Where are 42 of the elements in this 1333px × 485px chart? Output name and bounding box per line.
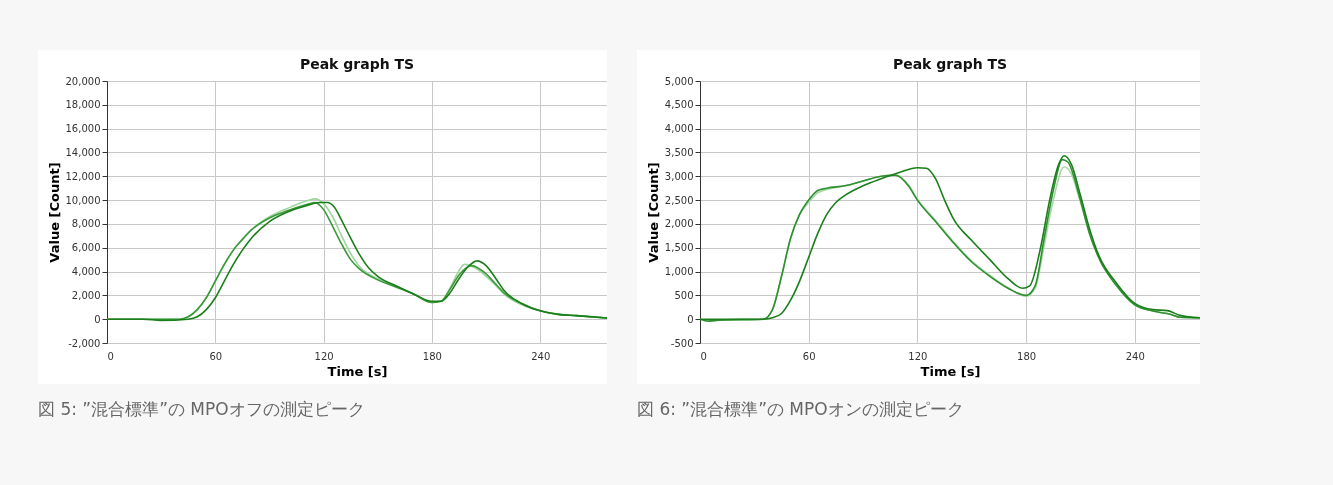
x-tick-label: 240 [1125,350,1145,362]
y-tick-label: 1,500 [664,242,694,254]
y-tick-label: 16,000 [65,123,101,135]
x-tick-label: 180 [1017,350,1037,362]
caption: 図 6: ”混合標準”の MPOオンの測定ピーク [637,398,965,421]
x-axis-title: Time [s] [327,363,388,379]
y-tick-label: 0 [94,313,101,325]
y-tick-label: 3,500 [664,146,694,158]
y-tick-label: 2,000 [664,218,694,230]
y-tick-label: 14,000 [65,146,101,158]
chart-title: Peak graph TS [892,56,1008,72]
y-tick-label: -2,000 [68,337,101,349]
x-tick-label: 0 [700,350,707,362]
x-tick-label: 60 [802,350,816,362]
y-tick-label: 0 [687,313,694,325]
y-tick-label: 8,000 [71,218,101,230]
y-tick-label: 6,000 [71,242,101,254]
y-tick-label: 10,000 [65,194,101,206]
y-axis-title: Value [Count] [46,162,62,263]
y-tick-label: 18,000 [65,99,101,111]
x-tick-label: 240 [531,350,551,362]
chart-title: Peak graph TS [299,56,415,72]
x-tick-label: 180 [422,350,442,362]
y-tick-label: 12,000 [65,170,101,182]
y-tick-label: 500 [674,289,694,301]
x-tick-label: 120 [314,350,334,362]
y-tick-label: 2,000 [71,289,101,301]
y-tick-label: 5,000 [664,75,694,87]
y-axis-title: Value [Count] [645,162,661,263]
y-tick-label: 4,500 [664,99,694,111]
y-tick-label: -500 [670,337,694,349]
y-tick-label: 3,000 [664,170,694,182]
y-tick-label: 2,500 [664,194,694,206]
x-tick-label: 0 [107,350,114,362]
caption: 図 5: ”混合標準”の MPOオフの測定ピーク [38,398,366,421]
y-tick-label: 1,000 [664,266,694,278]
y-tick-label: 4,000 [71,266,101,278]
y-tick-label: 4,000 [664,123,694,135]
x-tick-label: 120 [908,350,928,362]
y-tick-label: 20,000 [65,75,101,87]
x-axis-title: Time [s] [920,363,981,379]
x-tick-label: 60 [209,350,223,362]
